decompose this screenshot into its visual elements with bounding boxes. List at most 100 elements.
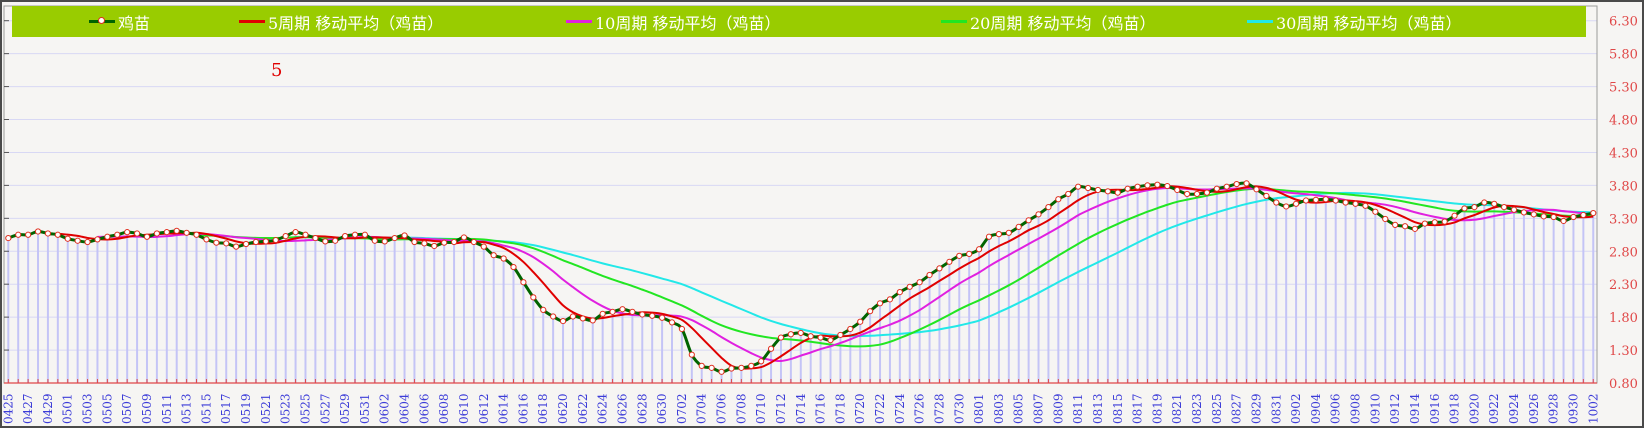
- data-point: [1035, 211, 1042, 218]
- data-point: [1580, 211, 1587, 219]
- y-tick-label: 4.80: [1609, 114, 1638, 129]
- legend-label: 10周期 移动平均（鸡苗）: [595, 13, 781, 33]
- x-tick-label: 0620: [556, 393, 570, 424]
- data-point: [223, 240, 230, 247]
- data-point: [847, 325, 854, 333]
- legend-swatch-ma30: [1247, 20, 1273, 23]
- data-point: [302, 231, 309, 238]
- x-tick-label: 0805: [1012, 393, 1026, 424]
- data-point: [916, 279, 923, 286]
- data-point: [490, 252, 497, 259]
- data-point: [1283, 203, 1290, 210]
- legend-label: 5周期 移动平均（鸡苗）: [268, 13, 444, 33]
- y-tick-label: 1.80: [1609, 311, 1638, 326]
- data-point: [649, 312, 656, 319]
- data-point: [401, 232, 408, 239]
- x-tick-label: 0730: [952, 393, 966, 424]
- data-point: [1233, 180, 1240, 188]
- y-tick-label: 2.30: [1609, 278, 1638, 293]
- x-tick-label: 0829: [1249, 393, 1263, 424]
- x-tick-label: 0722: [873, 393, 887, 424]
- data-point: [391, 234, 398, 242]
- data-point: [876, 300, 884, 307]
- data-point: [1104, 188, 1111, 195]
- x-tick-label: 0908: [1349, 393, 1363, 424]
- x-tick-label: 0531: [358, 393, 372, 424]
- data-point: [193, 231, 200, 238]
- axes: 0.80 1.30 1.80 2.30 2.80 3.30 3.80 4.30 4.80 5.30…: [1, 5, 1638, 424]
- legend-item-main: 鸡苗: [89, 6, 150, 37]
- legend-swatch-ma5: [239, 20, 265, 23]
- data-point: [1332, 197, 1339, 204]
- data-point: [213, 239, 220, 246]
- x-tick-label: 0509: [140, 393, 154, 424]
- x-tick-label: 0720: [853, 393, 867, 424]
- data-point: [589, 317, 596, 324]
- x-tick-label: 0906: [1329, 393, 1343, 424]
- x-tick-label: 0902: [1289, 393, 1303, 424]
- data-point: [1114, 189, 1121, 196]
- legend: 鸡苗 5周期 移动平均（鸡苗） 10周期 移动平均（鸡苗） 20周期 移动平均（…: [12, 6, 1586, 37]
- data-point: [1421, 220, 1428, 227]
- data-point: [758, 358, 765, 365]
- x-tick-label: 0926: [1527, 393, 1541, 424]
- data-point: [1590, 209, 1597, 217]
- data-point: [975, 246, 983, 253]
- y-tick-label: 3.80: [1609, 179, 1638, 194]
- data-point: [966, 250, 973, 257]
- x-tick-label: 0819: [1150, 393, 1164, 424]
- data-point: [1075, 183, 1082, 190]
- data-point: [1441, 218, 1448, 225]
- x-tick-label: 0427: [21, 393, 35, 424]
- data-point: [44, 230, 52, 237]
- data-point: [1223, 183, 1230, 190]
- x-tick-label: 0821: [1170, 393, 1184, 424]
- data-point: [1342, 199, 1349, 206]
- data-point: [639, 311, 646, 318]
- data-point: [1322, 196, 1329, 203]
- x-tick-label: 0831: [1269, 393, 1283, 424]
- data-point: [658, 314, 666, 321]
- data-point: [569, 313, 577, 320]
- data-point: [1560, 217, 1567, 225]
- y-tick-label: 3.30: [1609, 212, 1638, 227]
- data-point: [411, 238, 418, 246]
- data-point: [124, 229, 131, 236]
- y-tick-label: 2.80: [1609, 245, 1638, 260]
- data-point: [579, 315, 586, 322]
- x-tick-label: 0823: [1190, 393, 1204, 424]
- data-point: [1005, 229, 1012, 236]
- data-point: [64, 235, 71, 242]
- data-point: [609, 308, 616, 315]
- x-tick-label: 0626: [615, 393, 629, 424]
- legend-swatch-main: [89, 17, 115, 24]
- data-point: [629, 308, 636, 315]
- data-point: [322, 238, 329, 245]
- x-tick-label: 0525: [298, 393, 312, 424]
- data-point: [1273, 199, 1280, 206]
- x-tick-label: 0608: [437, 393, 451, 424]
- y-tick-label: 1.30: [1609, 344, 1638, 359]
- data-point: [1451, 212, 1458, 219]
- data-point: [748, 362, 755, 369]
- x-tick-label: 0922: [1487, 393, 1501, 424]
- data-point: [421, 240, 428, 247]
- x-tick-label: 0513: [180, 393, 194, 424]
- data-point: [1352, 200, 1359, 207]
- data-point: [1015, 223, 1022, 230]
- data-point: [1312, 196, 1319, 203]
- data-point: [867, 308, 874, 315]
- data-point: [460, 234, 468, 241]
- data-point: [242, 240, 250, 248]
- x-tick-label: 0712: [774, 393, 788, 424]
- x-tick-label: 0519: [239, 393, 253, 424]
- x-tick-label: 0801: [972, 393, 986, 424]
- data-point: [1431, 219, 1438, 226]
- data-point: [946, 258, 953, 265]
- data-point: [619, 306, 626, 313]
- data-point: [1520, 209, 1528, 216]
- x-tick-label: 0918: [1448, 393, 1462, 424]
- data-point: [777, 334, 785, 341]
- data-point: [15, 231, 22, 238]
- data-point: [1461, 205, 1468, 212]
